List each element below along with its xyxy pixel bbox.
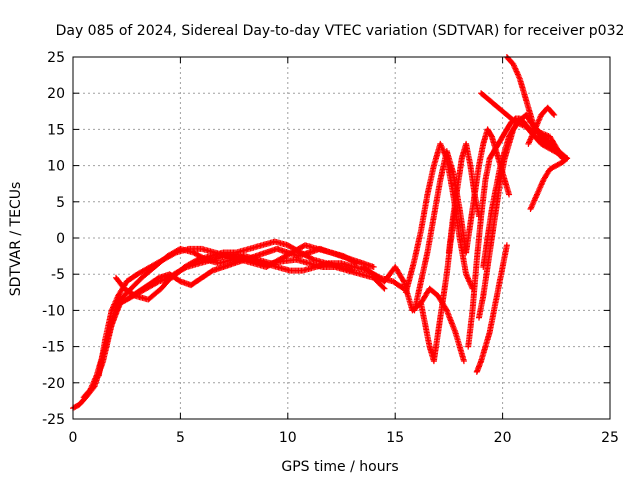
- y-tick-label: -15: [42, 340, 65, 356]
- y-axis-label: SDTVAR / TECUs: [8, 182, 24, 297]
- data-point-markers: [525, 104, 558, 147]
- data-point-markers: [527, 155, 571, 212]
- x-tick-label: 0: [69, 430, 78, 446]
- y-tick-label: 25: [47, 50, 65, 66]
- y-tick-label: -25: [42, 412, 65, 428]
- series-track-19: [525, 104, 558, 147]
- y-tick-label: -5: [51, 267, 65, 283]
- x-tick-label: 5: [176, 430, 185, 446]
- y-tick-label: -10: [42, 303, 65, 319]
- x-tick-label: 25: [601, 430, 619, 446]
- data-point-markers: [476, 115, 525, 321]
- y-tick-label: 5: [56, 195, 65, 211]
- x-tick-label: 20: [494, 430, 512, 446]
- x-tick-label: 10: [279, 430, 297, 446]
- series-track-5: [115, 245, 377, 307]
- x-axis-label: GPS time / hours: [281, 459, 398, 475]
- data-point-markers: [473, 242, 510, 375]
- series-track-18: [527, 155, 571, 212]
- chart-title: Day 085 of 2024, Sidereal Day-to-day VTE…: [56, 23, 625, 39]
- data-point-markers: [115, 245, 377, 307]
- data-points: [70, 54, 571, 412]
- y-tick-label: 10: [47, 159, 65, 175]
- y-tick-label: 0: [56, 231, 65, 247]
- axis-ticks: 0 5 10 15 20 25 -25 -20 -15 -10 -5 0 5 10 15 20 25: [42, 50, 619, 446]
- x-tick-label: 15: [386, 430, 404, 446]
- y-tick-label: 15: [47, 122, 65, 138]
- series-track-14: [476, 115, 525, 321]
- y-tick-label: -20: [42, 376, 65, 392]
- grid-lines: [73, 57, 610, 419]
- y-tick-label: 20: [47, 86, 65, 102]
- series-track-15: [473, 242, 510, 375]
